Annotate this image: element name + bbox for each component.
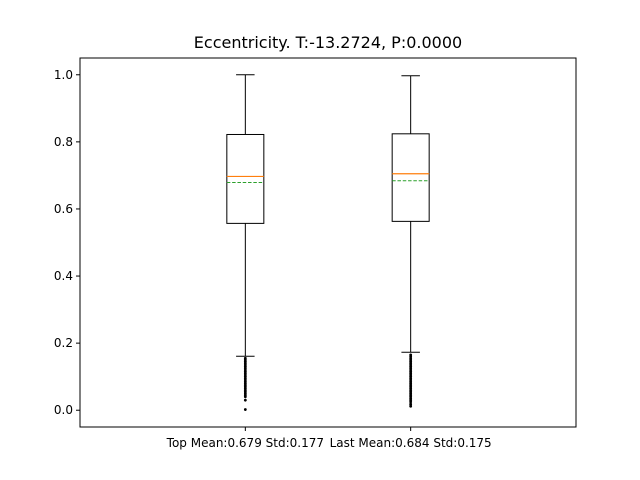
outlier-point xyxy=(409,400,413,404)
plot-area: 0.0 0.2 0.4 0.6 0.8 1.0 Top Mean:0.679 Std:0.1… xyxy=(54,68,492,450)
outlier-point xyxy=(243,408,247,411)
outlier-point xyxy=(409,404,413,408)
outlier-point xyxy=(243,395,247,399)
x-tick-label: Top Mean:0.679 Std:0.177 xyxy=(166,436,324,450)
y-tick-label: 0.6 xyxy=(54,202,73,216)
box-iqr xyxy=(226,133,265,224)
chart-title: Eccentricity. T:-13.2724, P:0.0000 xyxy=(194,33,462,52)
box-group xyxy=(391,75,430,408)
y-tick-label: 0.4 xyxy=(54,269,73,283)
box-iqr xyxy=(391,133,430,222)
y-tick-label: 0.2 xyxy=(54,336,73,350)
outlier-point xyxy=(243,398,247,402)
y-tick-label: 0.8 xyxy=(54,135,73,149)
outlier-point xyxy=(409,402,413,406)
box-group xyxy=(226,74,265,411)
axes-frame xyxy=(79,57,577,428)
y-tick-label: 0.0 xyxy=(54,403,73,417)
y-tick-label: 1.0 xyxy=(54,68,73,82)
x-tick-label: Last Mean:0.684 Std:0.175 xyxy=(330,436,492,450)
